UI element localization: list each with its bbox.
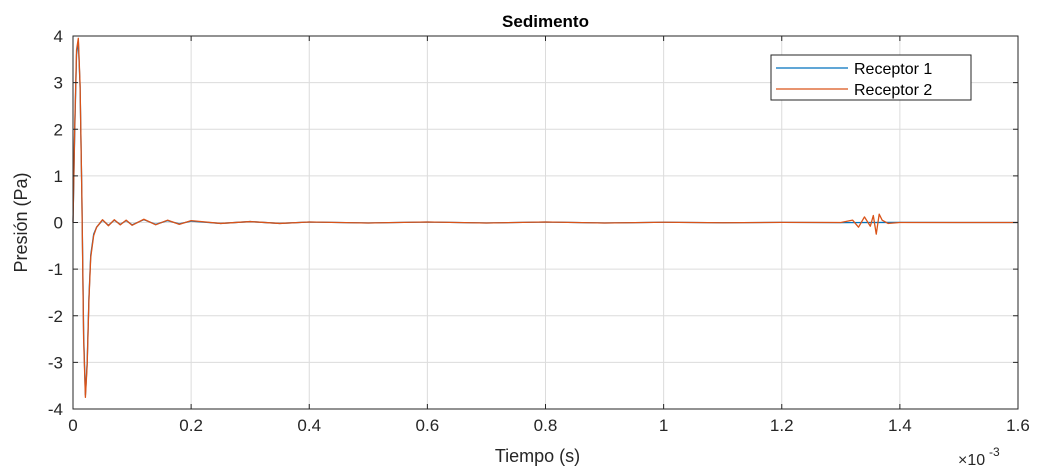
x-tick-label: 1.2 [770,416,794,435]
x-tick-label: 1.4 [888,416,912,435]
legend-label-receptor-1: Receptor 1 [854,61,932,78]
y-tick-label: -4 [48,400,63,419]
chart-title: Sedimento [502,12,589,31]
x-tick-label: 0.6 [416,416,440,435]
y-tick-label: 1 [54,167,63,186]
x-tick-label: 0.2 [179,416,203,435]
series-group [72,37,1018,398]
x-tick-label: 0.8 [534,416,558,435]
series-line-receptor-2 [72,37,1018,398]
tick-labels: 0 0.2 0.4 0.6 0.8 1 1.2 1.4 1.6 4 3 2 1 0 -1 -2 -3 -4 [48,27,1030,435]
legend[interactable]: Receptor 1 Receptor 2 [770,54,972,101]
y-tick-label: -3 [48,353,63,372]
y-axis-label: Presión (Pa) [11,172,31,272]
y-tick-label: 0 [54,214,63,233]
y-tick-label: -1 [48,260,63,279]
y-tick-label: 2 [54,120,63,139]
legend-label-receptor-2: Receptor 2 [854,82,932,99]
y-tick-label: -2 [48,307,63,326]
x-tick-label: 0 [68,416,77,435]
x-tick-label: 1.6 [1006,416,1030,435]
axes [72,35,1019,410]
legend-box [770,54,972,101]
x-tick-label: 0.4 [297,416,321,435]
x-tick-label: 1 [659,416,668,435]
y-tick-label: 4 [54,27,63,46]
y-tick-label: 3 [54,74,63,93]
x-axis-exponent: ×10 -3 [958,445,1000,467]
x-axis-label: Tiempo (s) [495,446,580,466]
x-exponent-base: ×10 [958,452,985,467]
x-exponent-power: -3 [989,445,1000,459]
